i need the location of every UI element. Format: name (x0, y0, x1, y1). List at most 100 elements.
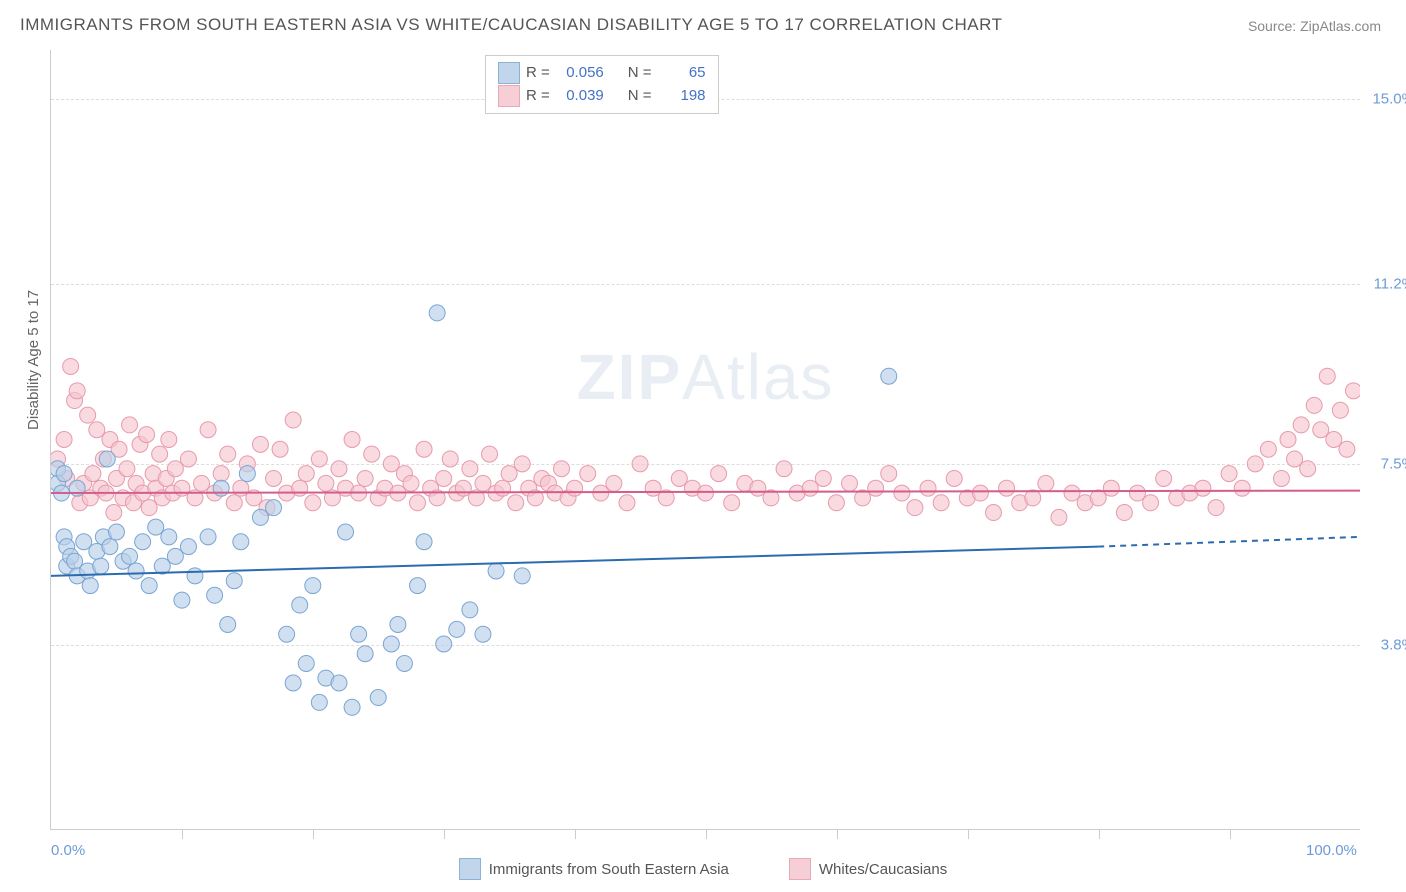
data-point (1143, 495, 1159, 511)
data-point (67, 553, 83, 569)
data-point (89, 422, 105, 438)
data-point (894, 485, 910, 501)
trend-line-extrapolated (1098, 537, 1360, 547)
data-point (167, 548, 183, 564)
data-point (645, 480, 661, 496)
data-point (1156, 470, 1172, 486)
data-point (80, 407, 96, 423)
data-point (200, 529, 216, 545)
data-point (1090, 490, 1106, 506)
y-tick-label: 11.2% (1374, 276, 1406, 293)
data-point (750, 480, 766, 496)
n-value-blue: 65 (658, 62, 706, 85)
data-point (501, 466, 517, 482)
data-point (776, 461, 792, 477)
data-point (383, 636, 399, 652)
data-point (233, 534, 249, 550)
data-point (213, 480, 229, 496)
data-point (161, 529, 177, 545)
data-point (305, 495, 321, 511)
data-point (1319, 368, 1335, 384)
data-point (194, 475, 210, 491)
data-point (455, 480, 471, 496)
data-point (554, 461, 570, 477)
data-point (390, 617, 406, 633)
data-point (436, 636, 452, 652)
data-point (285, 675, 301, 691)
x-tick (444, 829, 445, 839)
rn-legend: R = 0.056 N = 65 R = 0.039 N = 198 (485, 55, 719, 114)
y-axis-label: Disability Age 5 to 17 (25, 290, 42, 430)
data-point (200, 422, 216, 438)
data-point (167, 461, 183, 477)
x-tick (182, 829, 183, 839)
data-point (220, 617, 236, 633)
data-point (1208, 500, 1224, 516)
data-point (213, 466, 229, 482)
x-tick (575, 829, 576, 839)
data-point (102, 539, 118, 555)
data-point (514, 456, 530, 472)
r-value-blue: 0.056 (556, 62, 604, 85)
data-point (1103, 480, 1119, 496)
x-tick-label: 100.0% (1306, 842, 1357, 859)
legend-label-pink: Whites/Caucasians (819, 861, 947, 878)
data-point (514, 568, 530, 584)
data-point (139, 427, 155, 443)
r-label: R = (526, 85, 550, 108)
data-point (141, 500, 157, 516)
data-point (698, 485, 714, 501)
data-point (285, 412, 301, 428)
data-point (252, 436, 268, 452)
n-value-pink: 198 (658, 85, 706, 108)
data-point (580, 466, 596, 482)
x-tick (1099, 829, 1100, 839)
data-point (462, 461, 478, 477)
data-point (152, 446, 168, 462)
data-point (272, 441, 288, 457)
data-point (99, 451, 115, 467)
data-point (567, 480, 583, 496)
data-point (220, 446, 236, 462)
chart-title: IMMIGRANTS FROM SOUTH EASTERN ASIA VS WH… (20, 15, 1003, 35)
data-point (161, 432, 177, 448)
legend-item-pink: Whites/Caucasians (789, 858, 947, 880)
data-point (881, 368, 897, 384)
data-point (331, 675, 347, 691)
data-point (370, 690, 386, 706)
data-point (410, 495, 426, 511)
data-point (1287, 451, 1303, 467)
data-point (63, 358, 79, 374)
data-point (93, 558, 109, 574)
data-point (442, 451, 458, 467)
data-point (711, 466, 727, 482)
data-point (226, 573, 242, 589)
n-label: N = (628, 62, 652, 85)
data-point (416, 441, 432, 457)
data-point (338, 524, 354, 540)
data-point (946, 470, 962, 486)
chart-svg (51, 50, 1360, 829)
data-point (671, 470, 687, 486)
data-point (298, 466, 314, 482)
x-tick (968, 829, 969, 839)
data-point (311, 694, 327, 710)
data-point (416, 534, 432, 550)
data-point (1247, 456, 1263, 472)
r-value-pink: 0.039 (556, 85, 604, 108)
data-point (1345, 383, 1360, 399)
data-point (396, 655, 412, 671)
data-point (868, 480, 884, 496)
data-point (331, 461, 347, 477)
data-point (475, 475, 491, 491)
data-point (1260, 441, 1276, 457)
data-point (1306, 397, 1322, 413)
data-point (85, 466, 101, 482)
x-tick (837, 829, 838, 839)
x-tick (1230, 829, 1231, 839)
data-point (82, 578, 98, 594)
data-point (488, 563, 504, 579)
rn-row-pink: R = 0.039 N = 198 (498, 85, 706, 108)
data-point (311, 451, 327, 467)
y-tick-label: 3.8% (1381, 636, 1406, 653)
